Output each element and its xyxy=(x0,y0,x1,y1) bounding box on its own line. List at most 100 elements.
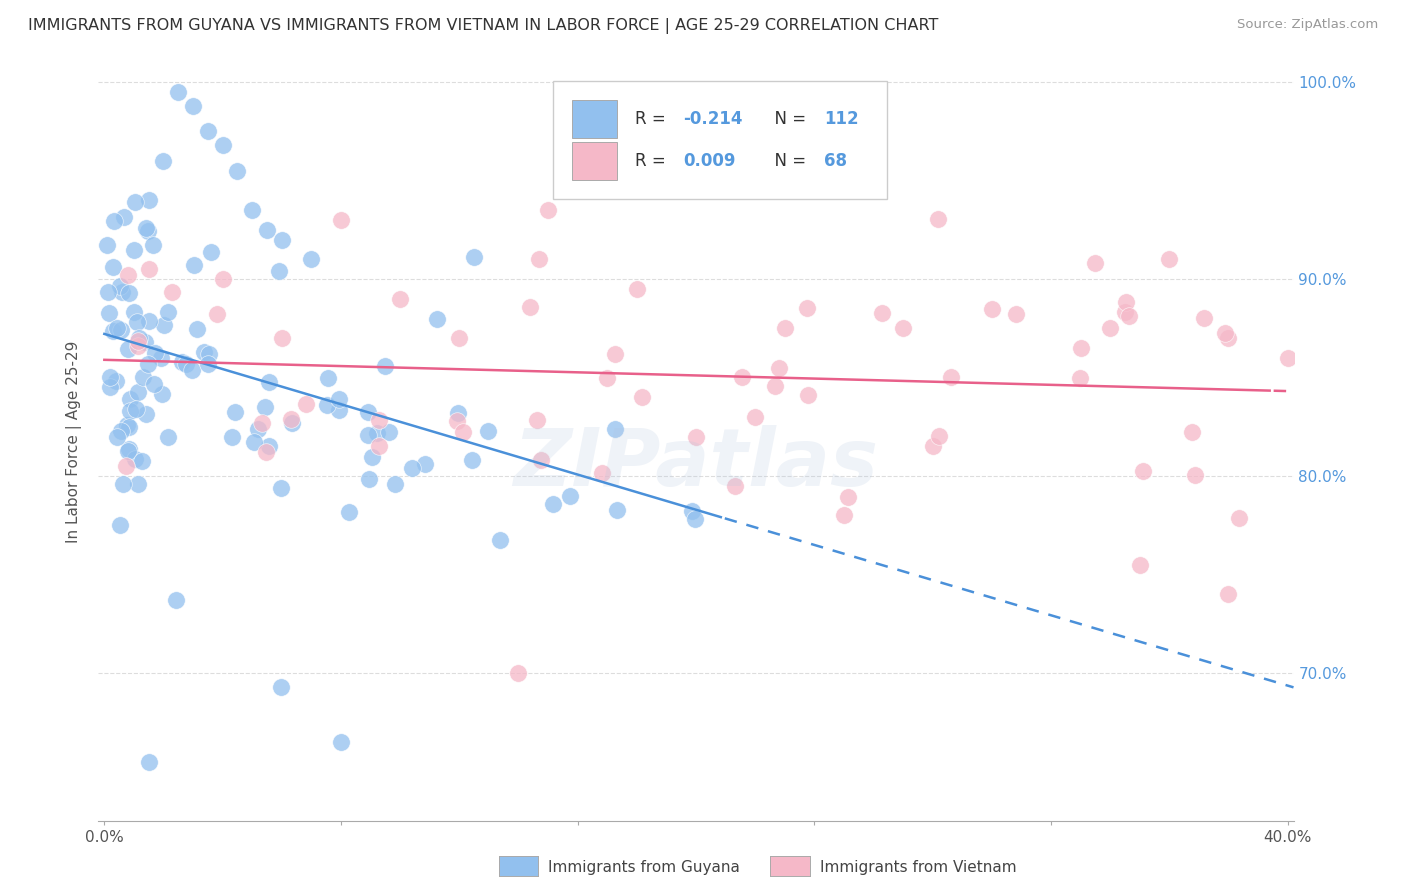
Point xyxy=(281,416,304,430)
Point xyxy=(357,428,380,442)
Point xyxy=(138,194,160,208)
Text: 68: 68 xyxy=(824,152,846,170)
Text: IMMIGRANTS FROM GUYANA VS IMMIGRANTS FROM VIETNAM IN LABOR FORCE | AGE 25-29 COR: IMMIGRANTS FROM GUYANA VS IMMIGRANTS FRO… xyxy=(28,18,938,34)
Point xyxy=(330,735,353,749)
Point xyxy=(1192,311,1215,326)
Point xyxy=(183,259,205,273)
Point xyxy=(527,252,550,266)
Point xyxy=(200,244,222,259)
Point xyxy=(980,301,1002,316)
Point xyxy=(631,390,654,404)
Point xyxy=(870,305,893,319)
Point xyxy=(361,450,384,464)
Point xyxy=(131,454,153,468)
Point xyxy=(150,386,173,401)
Point xyxy=(603,347,626,361)
Point xyxy=(1114,304,1136,318)
Point xyxy=(132,370,155,384)
Point xyxy=(135,221,157,235)
Point xyxy=(606,502,628,516)
Point xyxy=(165,592,187,607)
Point xyxy=(1118,309,1140,323)
Point xyxy=(101,325,124,339)
Point xyxy=(1159,252,1181,267)
Point xyxy=(242,435,264,450)
Point xyxy=(211,272,233,286)
Point xyxy=(796,301,818,315)
Point xyxy=(797,387,820,401)
Point xyxy=(128,331,150,345)
Point xyxy=(157,429,180,443)
Text: R =: R = xyxy=(636,152,671,170)
Point xyxy=(118,420,141,434)
Point xyxy=(603,422,626,436)
Point xyxy=(118,403,141,417)
Point xyxy=(103,260,125,274)
Point xyxy=(124,195,146,210)
Point xyxy=(150,351,173,366)
Point xyxy=(530,453,553,467)
Point xyxy=(1218,331,1240,345)
Point xyxy=(1129,558,1152,572)
Point xyxy=(927,211,949,226)
Point xyxy=(337,505,360,519)
Point xyxy=(226,163,249,178)
Point xyxy=(254,400,277,414)
Point xyxy=(104,374,127,388)
Point xyxy=(118,392,141,406)
Point xyxy=(135,407,157,421)
Point xyxy=(270,233,292,247)
Point xyxy=(357,405,380,419)
Point xyxy=(449,331,471,345)
Point xyxy=(330,213,353,227)
FancyBboxPatch shape xyxy=(553,81,887,199)
Point xyxy=(193,344,215,359)
Point xyxy=(267,264,290,278)
Point xyxy=(773,321,796,335)
Point xyxy=(451,425,474,439)
Point xyxy=(256,223,278,237)
Point xyxy=(125,315,148,329)
Point xyxy=(591,466,613,480)
Bar xyxy=(572,100,617,138)
Point xyxy=(111,285,134,300)
Point xyxy=(768,360,790,375)
Point xyxy=(596,370,619,384)
Text: Source: ZipAtlas.com: Source: ZipAtlas.com xyxy=(1237,18,1378,31)
Point xyxy=(891,321,914,335)
Point xyxy=(152,153,174,168)
Point xyxy=(124,452,146,467)
Point xyxy=(117,268,139,282)
Point xyxy=(316,398,339,412)
Text: 0.009: 0.009 xyxy=(683,152,735,170)
Point xyxy=(134,335,156,350)
Point xyxy=(389,292,412,306)
Point xyxy=(447,406,470,420)
Point xyxy=(681,504,703,518)
Point xyxy=(96,237,118,252)
Point xyxy=(374,359,396,374)
Point xyxy=(328,392,350,406)
Point xyxy=(731,370,754,384)
Point xyxy=(257,439,280,453)
Point xyxy=(110,323,132,337)
Point xyxy=(295,397,318,411)
Point xyxy=(254,445,277,459)
Text: -0.214: -0.214 xyxy=(683,111,742,128)
Point xyxy=(1218,587,1240,601)
Point xyxy=(508,665,530,680)
Point xyxy=(921,440,943,454)
Point xyxy=(489,533,512,548)
Point xyxy=(111,477,134,491)
Point xyxy=(558,489,581,503)
Point xyxy=(683,512,706,526)
Point xyxy=(1132,464,1154,478)
Point xyxy=(724,479,747,493)
Point xyxy=(1070,341,1092,355)
Point xyxy=(837,490,859,504)
Point xyxy=(299,252,322,267)
Text: R =: R = xyxy=(636,111,671,128)
Point xyxy=(240,203,263,218)
Point xyxy=(117,342,139,356)
Text: Immigrants from Guyana: Immigrants from Guyana xyxy=(548,860,740,874)
